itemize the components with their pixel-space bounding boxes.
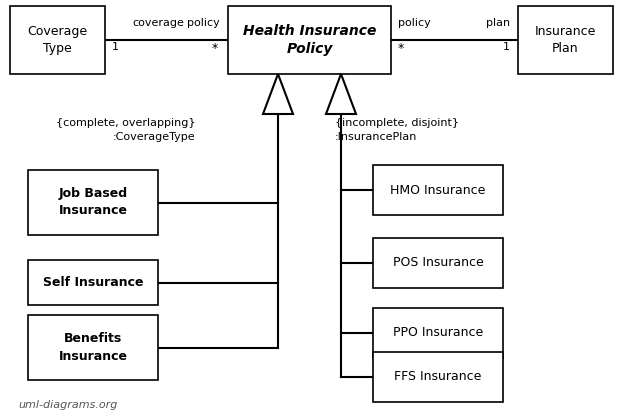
Bar xyxy=(373,308,503,358)
Bar xyxy=(228,6,391,74)
Bar xyxy=(518,6,613,74)
Text: Health Insurance
Policy: Health Insurance Policy xyxy=(243,24,376,56)
Bar xyxy=(373,238,503,288)
Text: policy: policy xyxy=(187,18,220,28)
Text: *: * xyxy=(398,42,404,55)
Bar xyxy=(10,6,105,74)
Text: Coverage
Type: Coverage Type xyxy=(27,25,87,55)
Text: Job Based
Insurance: Job Based Insurance xyxy=(58,188,128,217)
Bar xyxy=(28,260,158,305)
Text: policy: policy xyxy=(398,18,431,28)
Text: {complete, overlapping}
:CoverageType: {complete, overlapping} :CoverageType xyxy=(56,118,195,142)
Bar xyxy=(373,352,503,402)
Text: 1: 1 xyxy=(112,42,119,52)
Bar xyxy=(28,170,158,235)
Text: Insurance
Plan: Insurance Plan xyxy=(535,25,596,55)
Text: plan: plan xyxy=(486,18,510,28)
Text: coverage: coverage xyxy=(132,18,184,28)
Text: HMO Insurance: HMO Insurance xyxy=(391,184,485,196)
Text: POS Insurance: POS Insurance xyxy=(392,257,484,270)
Text: PPO Insurance: PPO Insurance xyxy=(393,326,483,339)
Polygon shape xyxy=(326,74,356,114)
Text: FFS Insurance: FFS Insurance xyxy=(394,370,482,383)
Text: {incomplete, disjoint}
:InsurancePlan: {incomplete, disjoint} :InsurancePlan xyxy=(335,118,459,142)
Polygon shape xyxy=(263,74,293,114)
Text: Self Insurance: Self Insurance xyxy=(43,276,143,289)
Bar xyxy=(373,165,503,215)
Text: uml-diagrams.org: uml-diagrams.org xyxy=(18,400,117,410)
Text: *: * xyxy=(212,42,218,55)
Text: 1: 1 xyxy=(503,42,510,52)
Text: Benefits
Insurance: Benefits Insurance xyxy=(58,332,128,362)
Bar xyxy=(28,315,158,380)
